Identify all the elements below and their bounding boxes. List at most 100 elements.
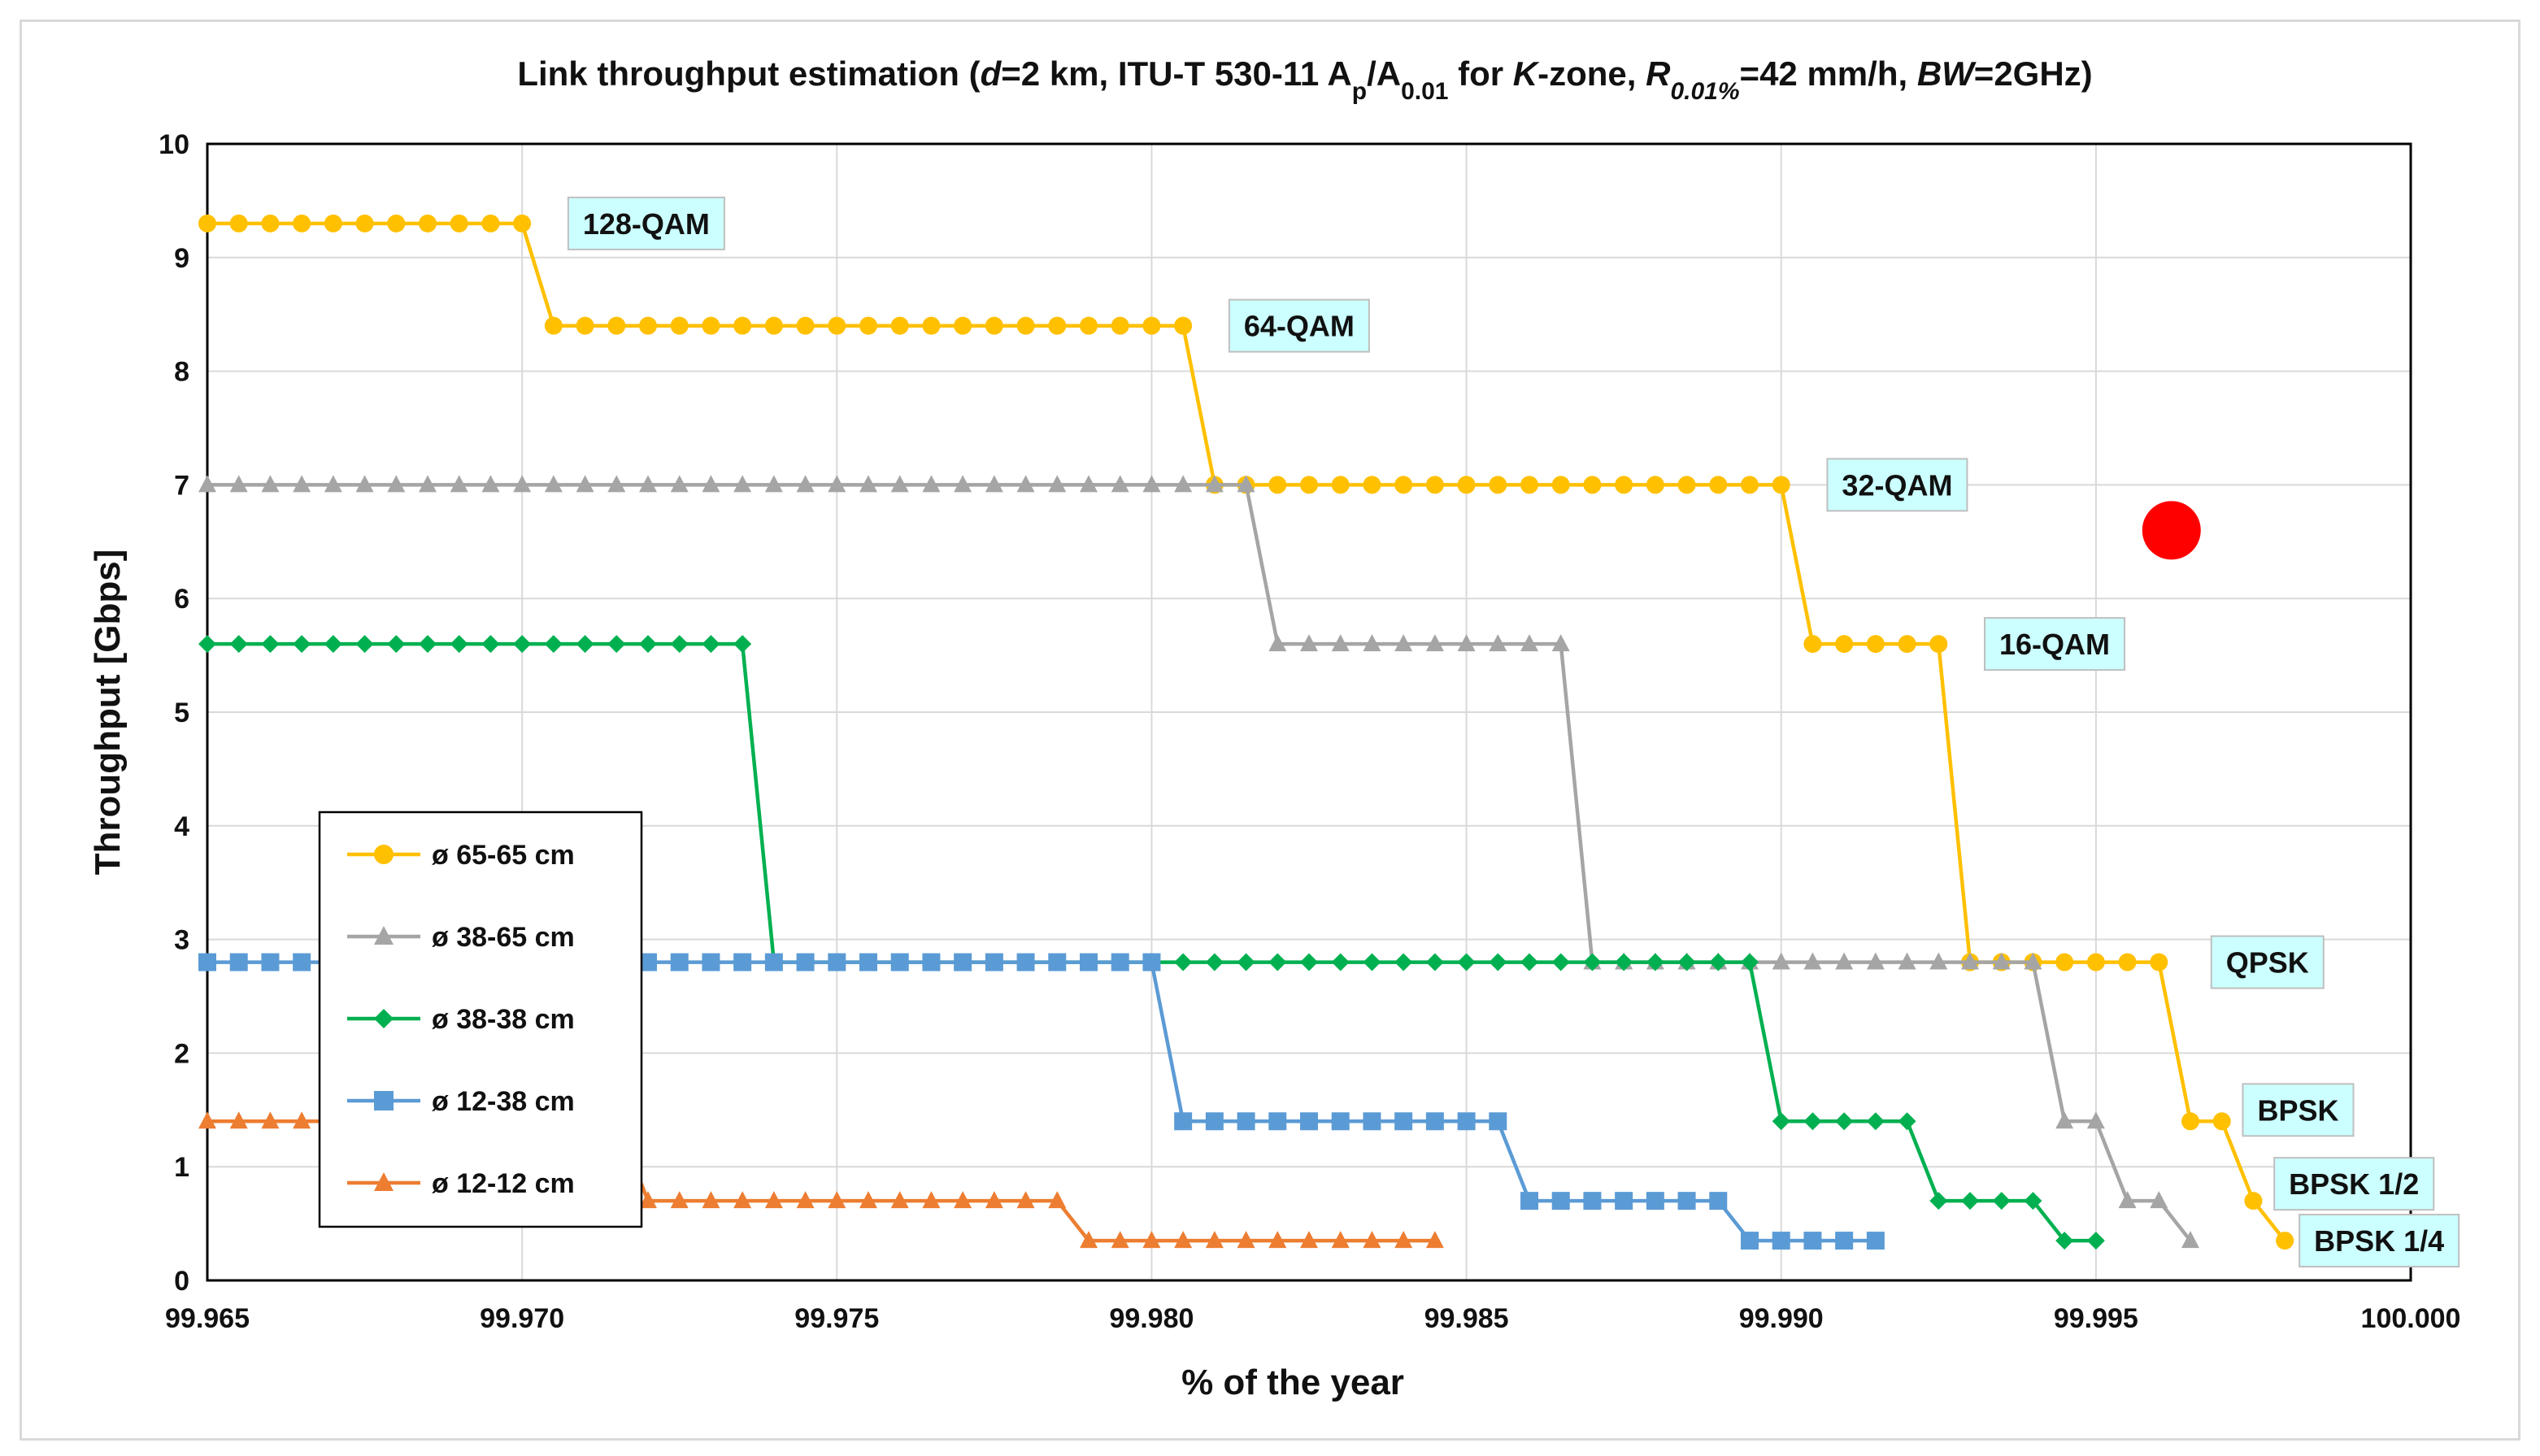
data-point xyxy=(1866,635,1885,654)
data-point xyxy=(2181,1112,2199,1131)
data-point xyxy=(796,953,815,971)
data-point xyxy=(985,1191,1003,1209)
data-point xyxy=(1898,952,1916,970)
data-point xyxy=(1363,476,1381,494)
data-point xyxy=(198,635,216,654)
data-point xyxy=(1205,475,1224,493)
data-point xyxy=(733,953,752,971)
data-point xyxy=(890,316,909,335)
data-point xyxy=(670,475,689,493)
data-point xyxy=(1646,1192,1664,1210)
data-point xyxy=(1615,1192,1633,1210)
y-tick-label: 4 xyxy=(174,811,189,842)
data-point xyxy=(1551,953,1570,971)
data-point xyxy=(1457,1112,1476,1131)
y-tick-label: 3 xyxy=(174,925,189,956)
data-point xyxy=(1583,953,1602,971)
modulation-label: 128-QAM xyxy=(567,196,725,250)
data-point xyxy=(1992,952,2011,970)
legend-label: ø 12-12 cm xyxy=(432,1168,575,1199)
data-point xyxy=(1551,634,1570,652)
data-point xyxy=(1583,476,1602,494)
data-point xyxy=(261,214,280,233)
data-point xyxy=(2055,1111,2074,1129)
data-point xyxy=(1111,1231,1129,1249)
data-point xyxy=(1803,635,1822,654)
label-box xyxy=(2299,1214,2460,1268)
x-tick-label: 99.965 xyxy=(165,1303,250,1334)
data-point xyxy=(1394,953,1413,971)
data-point xyxy=(2181,1231,2199,1249)
title-part: Link throughput estimation ( xyxy=(517,54,980,93)
legend-item: ø 12-38 cm xyxy=(347,1086,575,1117)
data-point xyxy=(2118,1191,2137,1209)
data-point xyxy=(1111,953,1129,971)
data-point xyxy=(419,475,437,493)
data-point xyxy=(1394,476,1413,494)
y-tick-label: 2 xyxy=(174,1038,189,1069)
plot-area xyxy=(206,142,2412,1282)
data-point xyxy=(670,1191,689,1209)
data-point xyxy=(1268,953,1287,971)
data-point xyxy=(1048,953,1067,971)
data-point xyxy=(481,635,500,654)
data-point xyxy=(450,635,468,654)
y-axis-label: Throughput [Gbps] xyxy=(88,550,128,876)
x-tick-label: 99.990 xyxy=(1739,1303,1824,1334)
data-point xyxy=(1803,1232,1822,1250)
title-part: =2GHz) xyxy=(1974,54,2093,93)
data-point xyxy=(1741,476,1759,494)
x-axis-label: % of the year xyxy=(1181,1363,1404,1402)
data-point xyxy=(1048,475,1067,493)
data-point xyxy=(1300,1231,1318,1249)
data-point xyxy=(1709,476,1728,494)
y-tick-label: 1 xyxy=(174,1152,189,1183)
data-point xyxy=(1457,634,1476,652)
label-text: QPSK xyxy=(2226,946,2309,980)
data-point xyxy=(2086,953,2105,971)
data-point xyxy=(796,316,815,335)
data-point xyxy=(1394,634,1413,652)
data-point xyxy=(324,214,342,233)
data-point xyxy=(1772,1112,1790,1131)
title-part: for xyxy=(1448,54,1512,93)
data-point xyxy=(229,635,248,654)
x-tick-label: 99.980 xyxy=(1109,1303,1194,1334)
data-point xyxy=(1268,634,1287,652)
data-point xyxy=(1961,952,1979,970)
x-tick-label: 99.995 xyxy=(2054,1303,2138,1334)
data-point xyxy=(1741,953,1759,971)
throughput-chart: Link throughput estimation (d=2 km, ITU-… xyxy=(88,54,2460,1402)
data-point xyxy=(954,316,972,335)
data-point xyxy=(1111,316,1129,335)
data-point xyxy=(1174,475,1193,493)
data-point xyxy=(1772,952,1790,970)
data-point xyxy=(324,635,342,654)
data-point xyxy=(764,1191,783,1209)
data-point xyxy=(1425,1112,1444,1131)
data-point xyxy=(1866,1232,1885,1250)
data-point xyxy=(1205,1112,1224,1131)
label-text: BPSK 1/4 xyxy=(2314,1224,2444,1258)
data-point xyxy=(1016,475,1035,493)
data-point xyxy=(1772,1232,1790,1250)
data-point xyxy=(1615,476,1633,494)
data-point xyxy=(1237,953,1255,971)
data-point xyxy=(1489,476,1507,494)
data-point xyxy=(796,1191,815,1209)
data-point xyxy=(859,475,877,493)
data-point xyxy=(1772,476,1790,494)
data-point xyxy=(1520,953,1538,971)
data-point xyxy=(1835,1232,1854,1250)
modulation-label: 16-QAM xyxy=(1984,617,2126,671)
data-point xyxy=(1741,1232,1759,1250)
data-point xyxy=(1992,1192,2011,1210)
data-point xyxy=(1331,953,1350,971)
data-point xyxy=(355,214,374,233)
data-point xyxy=(387,214,406,233)
data-point xyxy=(1300,634,1318,652)
y-tick-label: 8 xyxy=(174,357,189,388)
data-point xyxy=(1331,634,1350,652)
data-point xyxy=(1300,476,1318,494)
data-point xyxy=(1080,1231,1098,1249)
